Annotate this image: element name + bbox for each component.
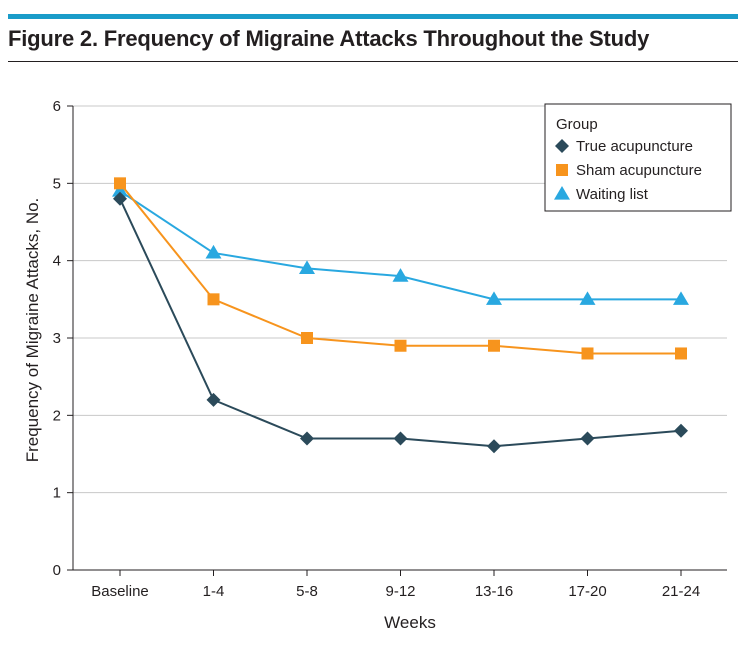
x-tick-label: 1-4 bbox=[203, 583, 225, 600]
legend: Group True acupuncture Sham acupuncture Wa… bbox=[544, 103, 732, 212]
y-tick-label: 5 bbox=[53, 175, 61, 192]
data-point-true-acupuncture bbox=[674, 423, 688, 438]
y-tick-label: 3 bbox=[53, 330, 61, 347]
data-point-waiting-list bbox=[205, 244, 222, 259]
data-point-sham-acupuncture bbox=[114, 177, 126, 190]
title-divider bbox=[8, 61, 738, 62]
data-point-sham-acupuncture bbox=[581, 347, 594, 360]
legend-box bbox=[544, 103, 732, 212]
legend-item: True acupuncture bbox=[555, 138, 693, 155]
y-tick-label: 0 bbox=[53, 562, 61, 579]
x-tick-label: 21-24 bbox=[662, 583, 700, 600]
top-accent-rule bbox=[8, 14, 738, 19]
series-group bbox=[112, 177, 689, 454]
y-ticks: 0 1 2 3 4 5 6 bbox=[53, 98, 73, 579]
legend-item: Sham acupuncture bbox=[556, 162, 702, 179]
legend-marker bbox=[554, 186, 570, 200]
x-tick-label: Baseline bbox=[91, 583, 149, 600]
data-point-true-acupuncture bbox=[580, 431, 595, 446]
x-tick-label: 5-8 bbox=[296, 583, 318, 600]
legend-title: Group bbox=[556, 116, 598, 133]
data-point-true-acupuncture bbox=[206, 392, 221, 407]
x-tick-label: 13-16 bbox=[475, 583, 513, 600]
x-tick-label: 9-12 bbox=[385, 583, 415, 600]
series-true-acupuncture bbox=[113, 191, 688, 454]
y-axis-title: Frequency of Migraine Attacks, No. bbox=[23, 198, 42, 463]
data-point-true-acupuncture bbox=[393, 431, 408, 446]
data-point-sham-acupuncture bbox=[675, 347, 687, 360]
legend-label: Sham acupuncture bbox=[576, 162, 702, 179]
x-axis-title: Weeks bbox=[384, 613, 436, 632]
series-waiting-list bbox=[112, 183, 689, 305]
data-point-waiting-list bbox=[579, 291, 596, 305]
legend-marker bbox=[556, 164, 568, 176]
data-point-sham-acupuncture bbox=[488, 339, 500, 352]
y-tick-label: 2 bbox=[53, 407, 61, 424]
data-point-waiting-list bbox=[112, 183, 128, 197]
data-point-sham-acupuncture bbox=[207, 293, 220, 306]
legend-label: True acupuncture bbox=[576, 138, 693, 155]
data-point-true-acupuncture bbox=[487, 439, 501, 454]
data-point-true-acupuncture bbox=[113, 191, 127, 206]
figure-title: Figure 2. Frequency of Migraine Attacks … bbox=[8, 26, 650, 51]
legend-marker bbox=[555, 139, 569, 153]
legend-items: True acupuncture Sham acupuncture Waiting … bbox=[554, 138, 702, 203]
y-tick-label: 4 bbox=[53, 253, 61, 270]
y-tick-label: 6 bbox=[53, 98, 61, 115]
data-point-sham-acupuncture bbox=[301, 332, 313, 344]
series-sham-acupuncture bbox=[114, 177, 687, 360]
legend-item: Waiting list bbox=[554, 186, 649, 203]
data-point-waiting-list bbox=[486, 291, 502, 305]
data-point-waiting-list bbox=[392, 268, 409, 282]
data-point-waiting-list bbox=[673, 291, 689, 305]
data-point-true-acupuncture bbox=[300, 431, 314, 446]
x-ticks: Baseline 1-4 5-8 9-12 13-16 17-20 21-24 bbox=[91, 570, 700, 600]
data-point-sham-acupuncture bbox=[394, 339, 407, 352]
y-tick-label: 1 bbox=[53, 485, 61, 502]
series-line-true-acupuncture bbox=[119, 198, 682, 448]
x-tick-label: 17-20 bbox=[568, 583, 606, 600]
data-point-waiting-list bbox=[299, 260, 315, 274]
legend-label: Waiting list bbox=[576, 186, 649, 203]
